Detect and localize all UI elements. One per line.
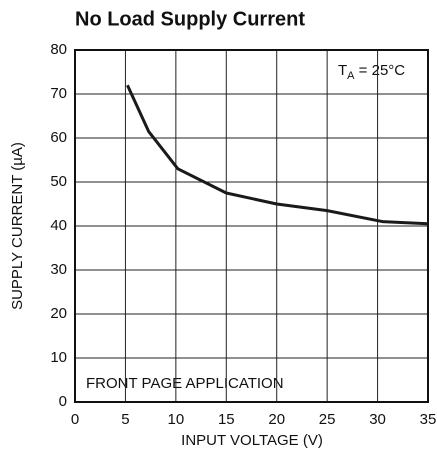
y-tick-label: 70 <box>50 85 67 102</box>
y-tick-label: 30 <box>50 261 67 278</box>
annotation-main: T <box>338 62 347 79</box>
x-tick-label: 10 <box>168 411 185 428</box>
plot-frame <box>74 49 429 403</box>
y-tick-label: 50 <box>50 173 67 190</box>
x-tick-label: 0 <box>71 411 79 428</box>
annotation-rest: = 25°C <box>355 62 406 79</box>
annotation: TA = 25°C <box>338 62 405 82</box>
annotation-sub: A <box>347 70 355 82</box>
x-axis-label: INPUT VOLTAGE (V) <box>181 432 323 449</box>
x-tick-label: 30 <box>369 411 386 428</box>
y-tick-label: 80 <box>50 41 67 58</box>
x-tick-label: 25 <box>319 411 336 428</box>
y-tick-label: 0 <box>59 393 67 410</box>
y-tick-label: 40 <box>50 217 67 234</box>
x-tick-label: 20 <box>268 411 285 428</box>
y-tick-label: 60 <box>50 129 67 146</box>
x-tick-label: 5 <box>121 411 129 428</box>
annotation: FRONT PAGE APPLICATION <box>86 375 284 392</box>
y-tick-label: 10 <box>50 349 67 366</box>
x-tick-label: 15 <box>218 411 235 428</box>
y-axis-label: SUPPLY CURRENT (µA) <box>9 142 26 310</box>
y-tick-label: 20 <box>50 305 67 322</box>
chart-title: No Load Supply Current <box>75 8 305 30</box>
x-tick-label: 35 <box>420 411 437 428</box>
data-line <box>126 84 429 226</box>
